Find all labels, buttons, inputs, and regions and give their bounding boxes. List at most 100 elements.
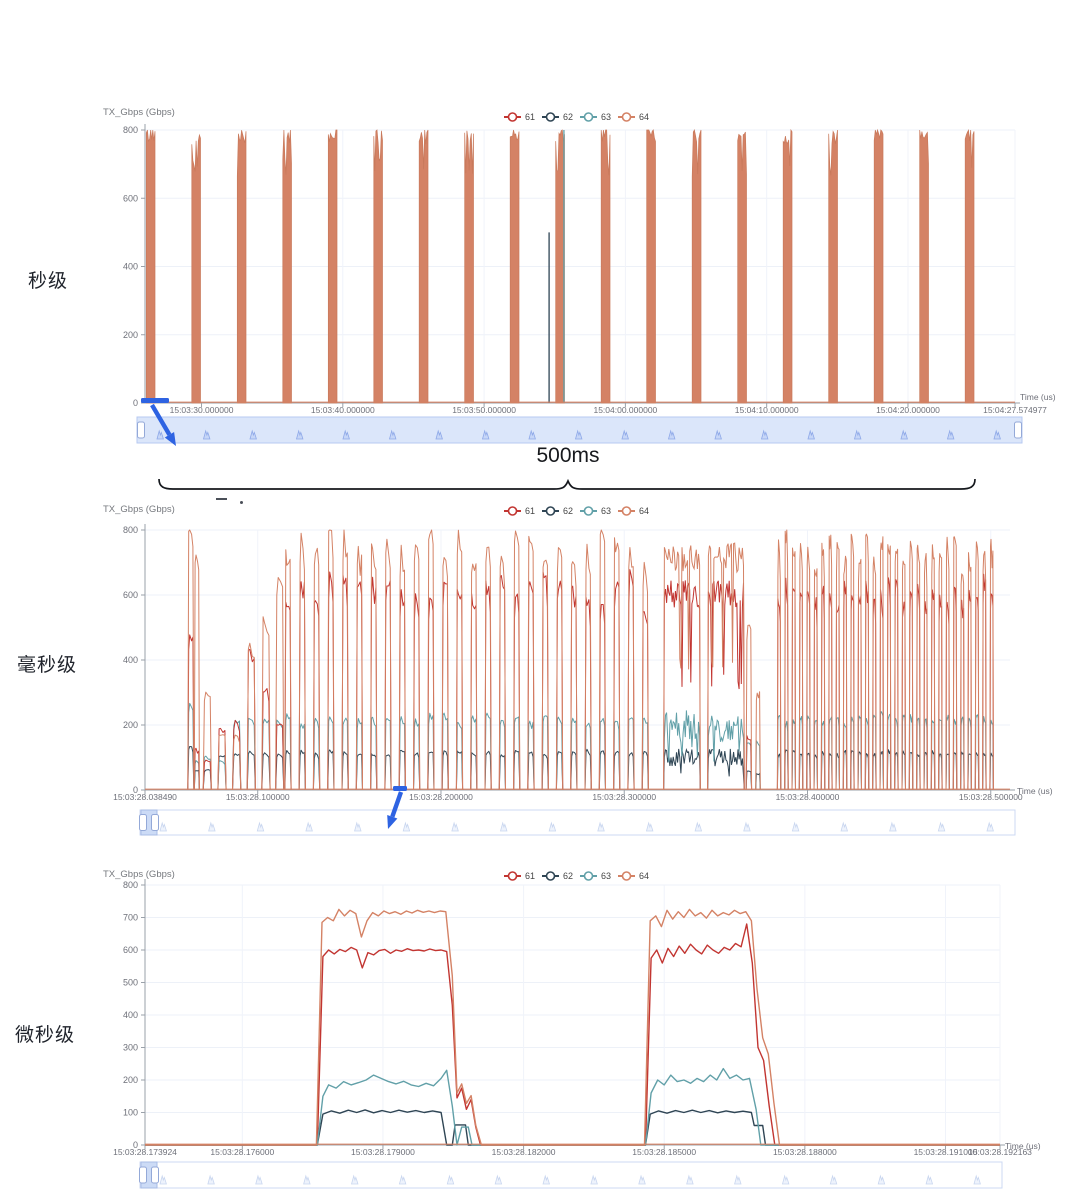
x-axis-tick-label: 15:03:28.176000 [210, 1147, 274, 1157]
series-plot [145, 908, 1000, 1146]
annotation-500ms-brace [158, 478, 976, 490]
zoom-region-marker [141, 398, 169, 403]
slider-handle[interactable] [1014, 421, 1022, 439]
time-axis-label: Time (us) [1005, 1141, 1041, 1151]
x-axis-tick-label: 15:03:28.192163 [968, 1147, 1032, 1157]
slider-track[interactable] [139, 809, 1016, 836]
legend-marker-icon [583, 871, 594, 881]
legend: 61 62 63 64 [504, 112, 649, 122]
legend-item-label: 63 [601, 506, 611, 516]
y-axis-tick-label: 600 [123, 945, 138, 955]
legend-marker-icon [545, 506, 556, 516]
x-axis-tick-label: 15:03:28.500000 [959, 792, 1023, 802]
data-zoom-slider[interactable] [139, 1161, 1003, 1189]
legend-marker-icon [507, 112, 518, 122]
slider-shadow-spikes [159, 1174, 981, 1185]
y-axis-tick-label: 200 [123, 1075, 138, 1085]
y-axis-tick-label: 800 [123, 125, 138, 135]
legend-item-label: 62 [563, 506, 573, 516]
x-axis-tick-label: 15:04:27.574977 [983, 405, 1047, 415]
y-axis-title: TX_Gbps (Gbps) [103, 504, 175, 515]
legend-item-62[interactable]: 62 [542, 112, 573, 122]
legend-item-63[interactable]: 63 [580, 112, 611, 122]
y-axis-title: TX_Gbps (Gbps) [103, 869, 175, 880]
stray-mark-dash [216, 498, 227, 500]
series-line-61 [145, 923, 1000, 1146]
x-axis-tick-label: 15:03:28.182000 [492, 1147, 556, 1157]
legend-item-label: 64 [639, 112, 649, 122]
legend-marker-icon [621, 506, 632, 516]
legend-item-61[interactable]: 61 [504, 112, 535, 122]
x-axis-tick-label: 15:03:50.000000 [452, 405, 516, 415]
x-axis-tick-label: 15:03:28.191000 [914, 1147, 978, 1157]
legend-item-label: 62 [563, 871, 573, 881]
section-label-milliseconds: 毫秒级 [17, 655, 78, 676]
stray-mark-dot [240, 501, 243, 504]
slider-handle[interactable] [151, 814, 159, 831]
seconds-chart: 0 200 400 600 800 15:03:30.000000 15:03:40.000… [103, 107, 1056, 446]
x-axis-tick-label: 15:03:28.100000 [226, 792, 290, 802]
legend-item-label: 63 [601, 112, 611, 122]
x-axis-tick-label: 15:03:30.000000 [170, 405, 234, 415]
legend-item-61[interactable]: 61 [504, 871, 535, 881]
legend-marker-icon [621, 112, 632, 122]
slider-handle[interactable] [137, 421, 145, 439]
legend: 61 62 63 64 [504, 506, 649, 516]
legend-item-63[interactable]: 63 [580, 871, 611, 881]
legend-marker-icon [545, 112, 556, 122]
x-axis-tick-label: 15:04:10.000000 [735, 405, 799, 415]
section-label-microseconds: 微秒级 [15, 1025, 76, 1046]
slider-handle[interactable] [139, 1166, 147, 1184]
zoom-in-arrow [387, 791, 404, 829]
y-axis-tick-label: 400 [123, 655, 138, 665]
data-zoom-slider[interactable] [139, 809, 1016, 836]
axes: 0 100 200 300 400 500 600 700 800 15:03:28.173924… [113, 879, 1032, 1157]
slider-handle[interactable] [151, 1166, 159, 1184]
legend-item-62[interactable]: 62 [542, 506, 573, 516]
slider-shadow-spikes [156, 429, 1001, 440]
legend-item-label: 64 [639, 871, 649, 881]
series-line-63 [145, 1067, 1000, 1146]
x-axis-tick-label: 15:03:28.300000 [592, 792, 656, 802]
axes: 0 200 400 600 800 15:03:30.000000 15:03:40.000… [123, 124, 1047, 415]
y-axis-tick-label: 0 [133, 785, 138, 795]
legend-item-label: 62 [563, 112, 573, 122]
x-axis-tick-label: 15:03:28.179000 [351, 1147, 415, 1157]
time-axis-label: Time (us) [1020, 392, 1056, 402]
legend-item-63[interactable]: 63 [580, 506, 611, 516]
legend-item-64[interactable]: 64 [618, 112, 649, 122]
x-axis-tick-label: 15:03:28.185000 [632, 1147, 696, 1157]
brace-path [158, 478, 976, 490]
y-axis-tick-label: 600 [123, 193, 138, 203]
y-axis-tick-label: 0 [133, 1140, 138, 1150]
slider-handle[interactable] [139, 814, 147, 831]
legend-item-64[interactable]: 64 [618, 871, 649, 881]
axes: 0 200 400 600 800 15:03:28.038490 15:03:28.100… [113, 524, 1023, 802]
legend-item-64[interactable]: 64 [618, 506, 649, 516]
slider-track[interactable] [139, 1161, 1003, 1189]
legend-item-61[interactable]: 61 [504, 506, 535, 516]
microseconds-chart: 0 100 200 300 400 500 600 700 800 15:03:28.173924… [103, 869, 1041, 1189]
x-axis-tick-label: 15:03:28.173924 [113, 1147, 177, 1157]
data-zoom-slider[interactable] [136, 416, 1023, 444]
legend-marker-icon [507, 871, 518, 881]
x-axis-tick-label: 15:04:20.000000 [876, 405, 940, 415]
legend-item-label: 61 [525, 871, 535, 881]
series-line-62 [145, 1109, 1000, 1146]
legend-marker-icon [545, 871, 556, 881]
y-axis-tick-label: 100 [123, 1108, 138, 1118]
legend-item-62[interactable]: 62 [542, 871, 573, 881]
y-axis-tick-label: 600 [123, 590, 138, 600]
x-axis-tick-label: 15:03:28.400000 [776, 792, 840, 802]
x-axis-tick-label: 15:03:28.200000 [409, 792, 473, 802]
y-axis-tick-label: 200 [123, 720, 138, 730]
legend-marker-icon [583, 506, 594, 516]
zoom-in-arrow [150, 403, 176, 446]
legend-marker-icon [583, 112, 594, 122]
section-label-seconds: 秒级 [28, 271, 69, 292]
x-axis-tick-label: 15:03:40.000000 [311, 405, 375, 415]
x-axis-tick-label: 15:03:28.188000 [773, 1147, 837, 1157]
series-plot [145, 128, 975, 404]
series-line-64 [145, 908, 1000, 1146]
x-axis-tick-label: 15:04:00.000000 [593, 405, 657, 415]
